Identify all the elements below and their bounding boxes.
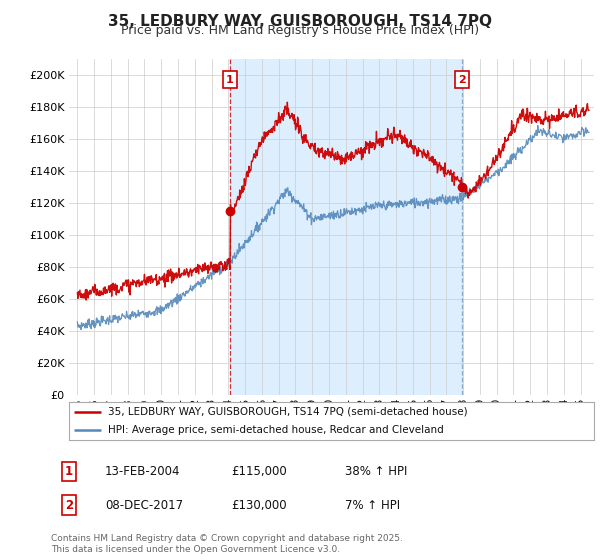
Text: Price paid vs. HM Land Registry's House Price Index (HPI): Price paid vs. HM Land Registry's House … <box>121 24 479 37</box>
Text: 08-DEC-2017: 08-DEC-2017 <box>105 498 183 512</box>
Text: 1: 1 <box>65 465 73 478</box>
Text: 7% ↑ HPI: 7% ↑ HPI <box>345 498 400 512</box>
Text: HPI: Average price, semi-detached house, Redcar and Cleveland: HPI: Average price, semi-detached house,… <box>109 425 444 435</box>
Text: 13-FEB-2004: 13-FEB-2004 <box>105 465 181 478</box>
Text: 1: 1 <box>226 74 234 85</box>
Bar <box>230 59 462 395</box>
Text: £115,000: £115,000 <box>231 465 287 478</box>
Text: 38% ↑ HPI: 38% ↑ HPI <box>345 465 407 478</box>
Text: Contains HM Land Registry data © Crown copyright and database right 2025.
This d: Contains HM Land Registry data © Crown c… <box>51 534 403 554</box>
Text: 2: 2 <box>458 74 466 85</box>
Text: 35, LEDBURY WAY, GUISBOROUGH, TS14 7PQ (semi-detached house): 35, LEDBURY WAY, GUISBOROUGH, TS14 7PQ (… <box>109 407 468 417</box>
Text: 2: 2 <box>65 498 73 512</box>
Text: £130,000: £130,000 <box>231 498 287 512</box>
Text: 35, LEDBURY WAY, GUISBOROUGH, TS14 7PQ: 35, LEDBURY WAY, GUISBOROUGH, TS14 7PQ <box>108 14 492 29</box>
